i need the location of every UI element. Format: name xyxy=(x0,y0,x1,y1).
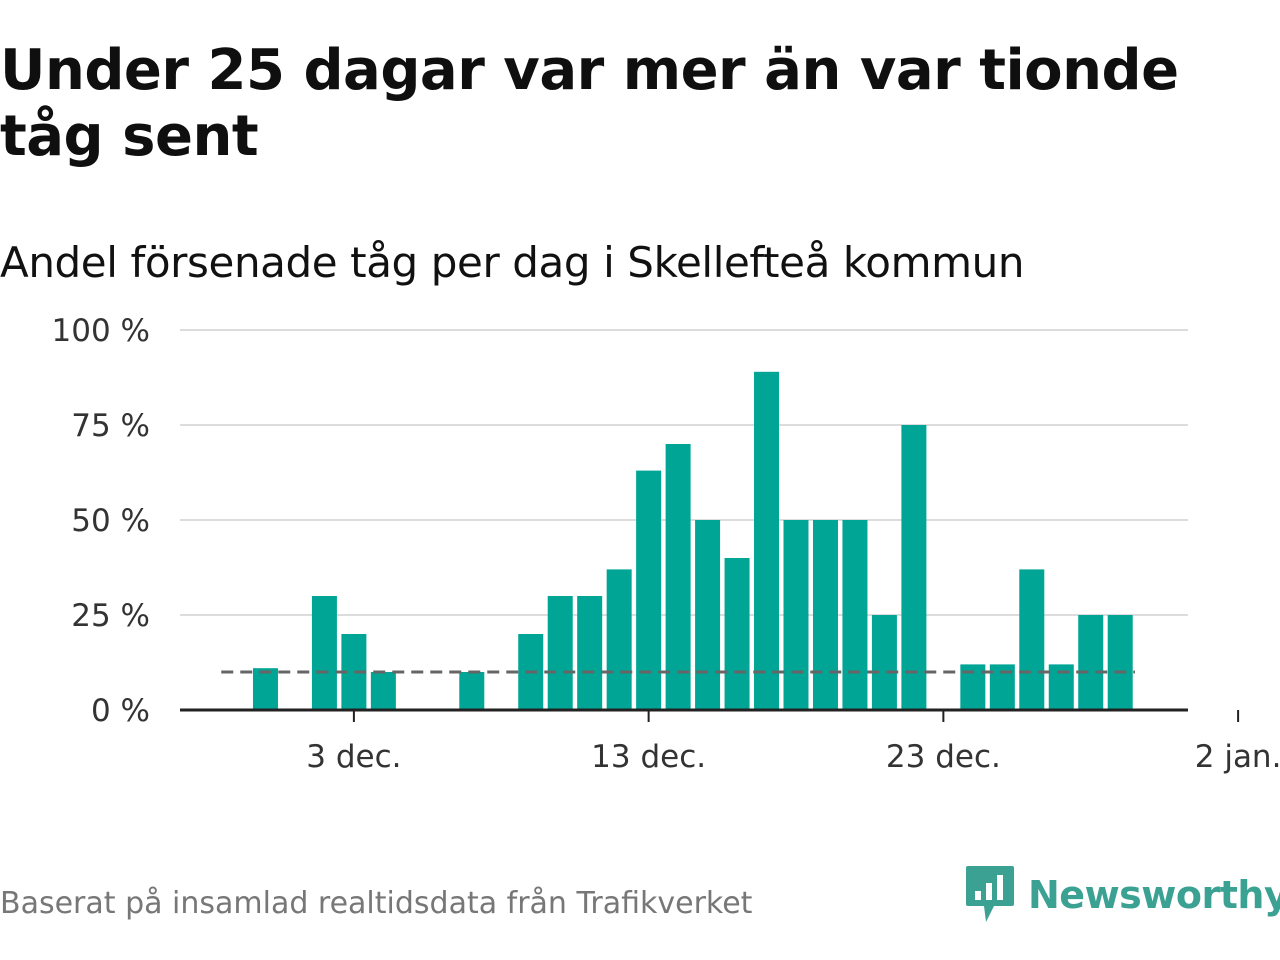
bar xyxy=(695,520,721,710)
source-note: Baserat på insamlad realtidsdata från Tr… xyxy=(0,886,753,921)
bars xyxy=(252,371,1133,710)
brand-name: Newsworthy xyxy=(1028,873,1280,917)
y-tick-label: 25 % xyxy=(71,598,150,634)
bar xyxy=(636,470,662,710)
x-tick-label: 2 jan. xyxy=(1195,739,1280,775)
x-tick-label: 3 dec. xyxy=(306,739,401,775)
bar xyxy=(577,596,603,710)
chart-subtitle: Andel försenade tåg per dag i Skellefteå… xyxy=(0,238,1025,287)
bar-chart: 0 % 25 % 50 % 75 % 100 % 3 dec. 13 dec. 23 dec… xyxy=(52,313,1280,775)
y-axis-tick-labels: 0 % 25 % 50 % 75 % 100 % xyxy=(52,313,150,729)
x-tick-label: 23 dec. xyxy=(886,739,1001,775)
bar xyxy=(311,596,337,710)
bar xyxy=(252,668,278,710)
bar xyxy=(783,520,809,710)
bar xyxy=(901,425,927,710)
bar xyxy=(547,596,573,710)
bar xyxy=(871,615,897,710)
x-tick-label: 13 dec. xyxy=(591,739,706,775)
y-tick-label: 100 % xyxy=(52,313,150,349)
bar xyxy=(754,371,780,710)
y-tick-label: 50 % xyxy=(71,503,150,539)
brand-logo: Newsworthy xyxy=(964,862,1280,928)
bar xyxy=(1107,615,1133,710)
bar xyxy=(665,444,691,710)
bar xyxy=(842,520,868,710)
x-axis-tick-labels: 3 dec. 13 dec. 23 dec. 2 jan. xyxy=(306,739,1280,775)
x-axis xyxy=(180,708,1240,722)
bar xyxy=(1078,615,1104,710)
bar xyxy=(606,569,632,710)
bar xyxy=(812,520,838,710)
y-tick-label: 0 % xyxy=(91,693,150,729)
bar xyxy=(459,672,485,710)
bar xyxy=(724,558,750,710)
chart-title: Under 25 dagar var mer än var tionde tåg… xyxy=(0,38,1179,169)
y-tick-label: 75 % xyxy=(71,408,150,444)
newsworthy-logo-icon xyxy=(966,866,1014,922)
bar xyxy=(370,672,396,710)
bar xyxy=(1019,569,1045,710)
